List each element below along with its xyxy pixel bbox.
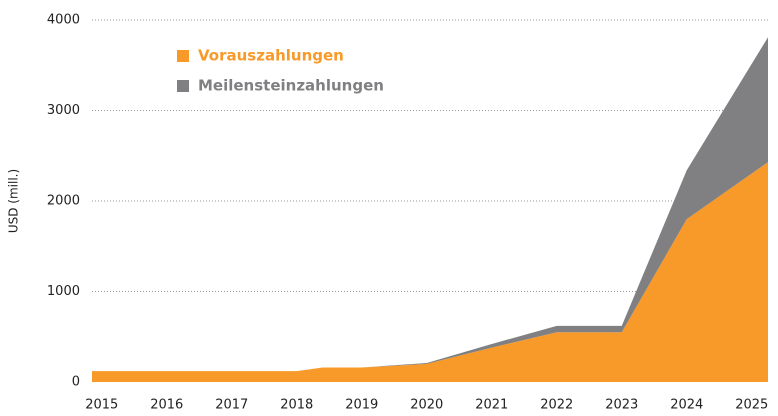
- y-tick-label: 2000: [47, 194, 80, 209]
- x-tick-label: 2025: [735, 398, 768, 413]
- y-tick-label: 0: [72, 375, 80, 390]
- x-tick-label: 2024: [670, 398, 703, 413]
- x-tick-label: 2019: [345, 398, 378, 413]
- x-tick-label: 2018: [280, 398, 313, 413]
- legend-swatch: [177, 50, 189, 62]
- y-tick-label: 3000: [47, 103, 80, 118]
- area: [92, 162, 768, 382]
- x-tick-label: 2017: [215, 398, 248, 413]
- x-tick-label: 2022: [540, 398, 573, 413]
- x-tick-label: 2021: [475, 398, 508, 413]
- x-tick-label: 2023: [605, 398, 638, 413]
- x-tick-label: 2016: [150, 398, 183, 413]
- x-tick-label: 2015: [85, 398, 118, 413]
- y-tick-label: 1000: [47, 284, 80, 299]
- legend-label: Meilensteinzahlungen: [198, 77, 384, 95]
- legend-label: Vorauszahlungen: [198, 47, 344, 65]
- x-tick-label: 2020: [410, 398, 443, 413]
- legend-swatch: [177, 80, 189, 92]
- y-tick-label: 4000: [47, 13, 80, 28]
- y-axis-label: USD (mill.): [7, 169, 21, 233]
